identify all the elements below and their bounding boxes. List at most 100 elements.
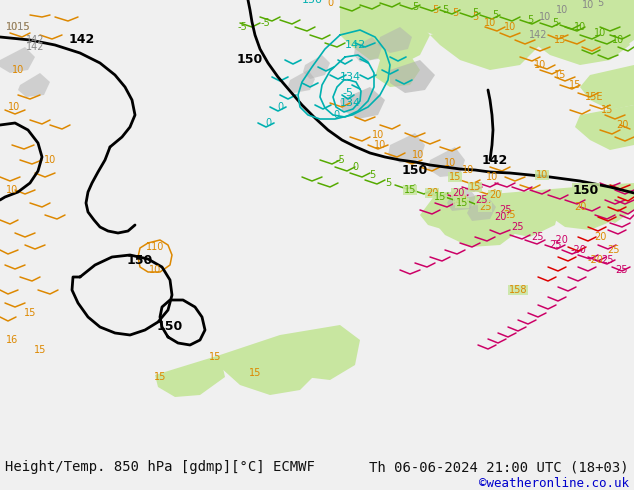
Polygon shape — [340, 0, 430, 65]
Text: 150: 150 — [237, 53, 263, 67]
Text: 150: 150 — [302, 0, 323, 5]
Text: 15: 15 — [434, 192, 446, 202]
Polygon shape — [590, 183, 634, 223]
Text: 15: 15 — [569, 80, 581, 90]
Text: 15: 15 — [249, 368, 261, 378]
Polygon shape — [480, 0, 580, 40]
Text: 142: 142 — [69, 33, 95, 47]
Polygon shape — [220, 335, 320, 395]
Text: 1015: 1015 — [6, 22, 30, 32]
Text: 15: 15 — [554, 70, 566, 80]
Polygon shape — [400, 0, 500, 45]
Text: 150: 150 — [157, 320, 183, 334]
Text: 10: 10 — [574, 22, 586, 32]
Text: 5: 5 — [442, 5, 448, 15]
Text: 20: 20 — [616, 120, 628, 130]
Polygon shape — [388, 133, 425, 163]
Text: 10: 10 — [374, 140, 386, 150]
Text: 15: 15 — [24, 308, 36, 318]
Text: 10: 10 — [412, 150, 424, 160]
Text: 15: 15 — [154, 372, 166, 382]
Text: 10: 10 — [534, 60, 546, 70]
Text: 15: 15 — [449, 172, 461, 182]
Text: 142: 142 — [529, 30, 547, 40]
Text: 0: 0 — [333, 110, 339, 120]
Text: 25: 25 — [499, 205, 511, 215]
Text: 110: 110 — [146, 242, 164, 252]
Text: 10: 10 — [612, 35, 624, 45]
Text: 20: 20 — [494, 212, 506, 222]
Text: 5: 5 — [369, 170, 375, 180]
Text: 15: 15 — [469, 182, 481, 192]
Text: 10: 10 — [504, 22, 516, 32]
Text: 142: 142 — [26, 35, 44, 45]
Text: 142: 142 — [26, 42, 44, 52]
Text: -5: -5 — [260, 18, 270, 28]
Text: 25: 25 — [532, 232, 544, 242]
Text: 25: 25 — [479, 202, 491, 212]
Text: 16: 16 — [6, 335, 18, 345]
Text: 5: 5 — [472, 8, 478, 18]
Text: 10: 10 — [539, 12, 551, 22]
Text: Th 06-06-2024 21:00 UTC (18+03): Th 06-06-2024 21:00 UTC (18+03) — [370, 460, 629, 474]
Text: 10: 10 — [582, 0, 594, 10]
Text: 10: 10 — [594, 28, 606, 38]
Polygon shape — [354, 37, 382, 62]
Text: 25: 25 — [549, 240, 561, 250]
Polygon shape — [560, 0, 634, 35]
Text: 5: 5 — [452, 8, 458, 18]
Text: 15: 15 — [601, 105, 613, 115]
Text: 5: 5 — [412, 2, 418, 12]
Text: 150: 150 — [127, 254, 153, 268]
Polygon shape — [480, 190, 560, 237]
Text: 15: 15 — [34, 345, 46, 355]
Text: 10: 10 — [149, 265, 161, 275]
Text: 15: 15 — [554, 35, 566, 45]
Polygon shape — [580, 65, 634, 110]
Text: 20: 20 — [574, 202, 586, 212]
Text: 5: 5 — [385, 178, 391, 188]
Text: 25: 25 — [476, 195, 488, 205]
Polygon shape — [340, 87, 385, 119]
Text: 10: 10 — [44, 155, 56, 165]
Text: 158: 158 — [508, 285, 527, 295]
Text: 10: 10 — [8, 102, 20, 112]
Polygon shape — [378, 27, 412, 53]
Text: 15: 15 — [456, 198, 468, 208]
Polygon shape — [280, 325, 360, 380]
Polygon shape — [420, 190, 475, 230]
Text: 25: 25 — [504, 210, 516, 220]
Text: 10: 10 — [462, 165, 474, 175]
Text: 20: 20 — [594, 232, 606, 242]
Text: 0: 0 — [265, 118, 271, 128]
Polygon shape — [0, 47, 35, 73]
Text: -20: -20 — [587, 255, 603, 265]
Text: 10: 10 — [486, 172, 498, 182]
Text: 150: 150 — [402, 164, 428, 176]
Text: 25: 25 — [512, 222, 524, 232]
Text: 10: 10 — [12, 65, 24, 75]
Text: 5: 5 — [527, 15, 533, 25]
Text: 0: 0 — [352, 162, 358, 172]
Polygon shape — [340, 20, 400, 60]
Text: 10: 10 — [6, 185, 18, 195]
Polygon shape — [430, 195, 520, 247]
Text: 0: 0 — [327, 0, 333, 8]
Text: -20: -20 — [570, 245, 586, 255]
Text: 20: 20 — [454, 195, 466, 205]
Text: 5: 5 — [597, 0, 603, 8]
Text: 134: 134 — [339, 98, 361, 108]
Polygon shape — [303, 55, 330, 79]
Polygon shape — [430, 15, 540, 70]
Polygon shape — [540, 185, 620, 230]
Text: 150: 150 — [573, 183, 599, 196]
Text: 15: 15 — [404, 185, 416, 195]
Polygon shape — [428, 147, 465, 177]
Text: 10: 10 — [536, 170, 548, 180]
Text: -5: -5 — [237, 22, 247, 32]
Text: 142: 142 — [344, 40, 366, 50]
Text: 5: 5 — [552, 18, 558, 28]
Text: 0: 0 — [277, 102, 283, 112]
Polygon shape — [390, 0, 460, 30]
Text: 20: 20 — [426, 188, 438, 198]
